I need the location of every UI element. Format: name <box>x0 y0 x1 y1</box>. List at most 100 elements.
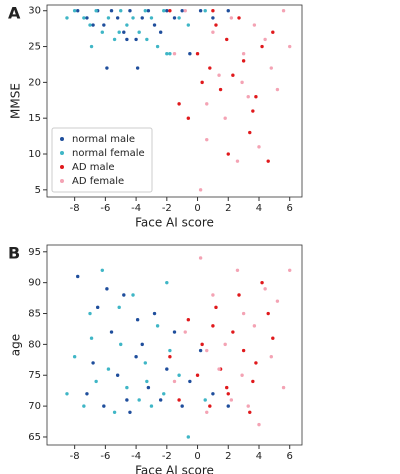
point <box>149 16 154 20</box>
point <box>125 37 129 42</box>
point <box>275 299 280 303</box>
point <box>214 23 218 27</box>
y-tick-label: 15 <box>28 113 41 124</box>
point <box>251 109 255 113</box>
point <box>226 404 230 408</box>
point <box>186 435 191 439</box>
point <box>240 373 244 377</box>
point <box>211 30 215 34</box>
point <box>125 385 129 390</box>
y-tick-label: 70 <box>28 401 41 412</box>
point <box>241 52 246 56</box>
point <box>205 137 209 142</box>
point <box>155 324 160 328</box>
point <box>211 392 215 396</box>
point <box>263 37 267 42</box>
point <box>102 23 106 27</box>
y-tick-label: 65 <box>28 432 41 443</box>
point <box>235 268 240 273</box>
point <box>205 410 209 414</box>
point <box>180 404 184 408</box>
point <box>217 73 221 77</box>
point <box>94 379 98 384</box>
point <box>211 16 215 20</box>
point <box>100 268 105 273</box>
point <box>183 9 187 13</box>
point <box>252 23 257 27</box>
x-tick-label: 4 <box>256 451 262 462</box>
legend-label: AD male <box>72 162 115 173</box>
point <box>135 66 140 70</box>
x-tick-label: 0 <box>194 451 200 462</box>
point <box>226 392 230 396</box>
point <box>158 30 163 34</box>
point <box>168 52 172 56</box>
point <box>211 324 215 328</box>
point <box>186 116 191 120</box>
point <box>162 392 166 396</box>
y-tick-label: 75 <box>28 370 41 381</box>
point <box>226 152 230 156</box>
x-tick-label: -2 <box>162 203 172 214</box>
point <box>237 16 241 20</box>
point <box>246 404 250 408</box>
panel-label: B <box>8 244 20 263</box>
point <box>198 9 203 13</box>
point <box>188 379 192 384</box>
point <box>100 30 105 34</box>
point <box>168 355 172 359</box>
x-tick-label: -8 <box>70 203 80 214</box>
x-tick-label: -4 <box>131 451 141 462</box>
point <box>241 59 246 63</box>
point <box>106 16 111 20</box>
point <box>241 348 246 353</box>
point <box>145 37 149 42</box>
point <box>128 9 132 13</box>
point <box>172 379 177 384</box>
point <box>115 16 120 20</box>
point <box>271 30 275 34</box>
point <box>165 52 169 56</box>
point <box>152 23 157 27</box>
x-tick-label: -4 <box>131 203 141 214</box>
panel-label: A <box>8 4 21 23</box>
point <box>168 9 172 13</box>
point <box>195 52 200 56</box>
point <box>183 330 187 334</box>
point <box>82 404 86 408</box>
point <box>172 16 177 20</box>
point <box>266 311 270 316</box>
point <box>135 317 140 322</box>
point <box>223 116 227 120</box>
point <box>162 9 166 13</box>
point <box>85 392 89 396</box>
point <box>214 305 218 310</box>
point <box>200 342 204 347</box>
x-tick-label: 2 <box>225 203 231 214</box>
point <box>119 9 123 13</box>
point <box>117 305 121 310</box>
point <box>203 398 207 402</box>
point <box>125 23 129 27</box>
y-axis-label: MMSE <box>9 83 23 119</box>
point <box>288 44 292 49</box>
x-tick-label: 4 <box>256 203 262 214</box>
point <box>226 9 230 13</box>
point <box>88 311 92 316</box>
y-tick-label: 30 <box>28 6 41 17</box>
point <box>225 37 229 42</box>
point <box>195 373 200 377</box>
point <box>269 66 273 70</box>
point <box>241 311 246 316</box>
point <box>177 398 181 402</box>
point <box>85 16 89 20</box>
point <box>105 287 109 291</box>
point <box>217 367 221 371</box>
point <box>134 37 138 42</box>
point <box>177 16 181 20</box>
point <box>137 398 141 402</box>
point <box>91 361 95 365</box>
point <box>82 16 86 20</box>
point <box>72 9 77 13</box>
